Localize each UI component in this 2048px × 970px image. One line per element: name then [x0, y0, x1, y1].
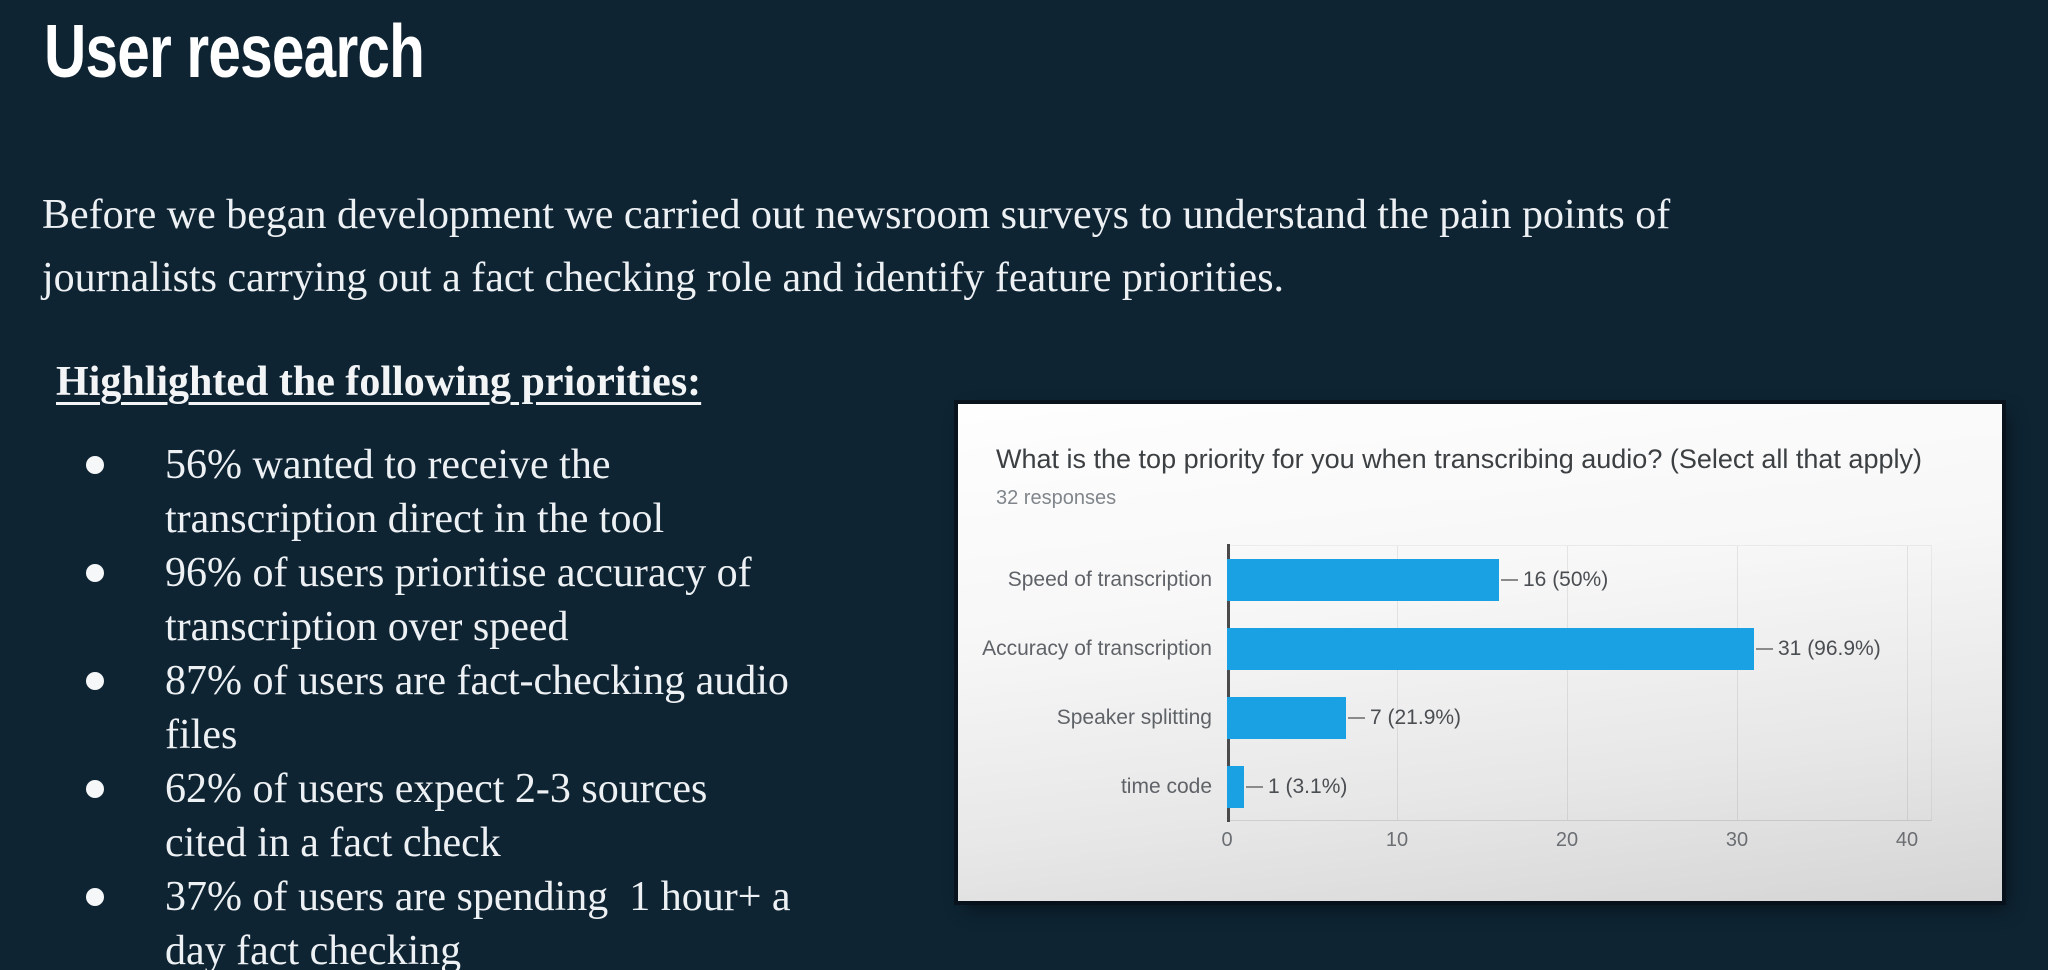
x-axis: 0 10 20 30 40 [1221, 829, 1932, 859]
bar-area: 1 (3.1%) [1227, 752, 1932, 821]
bullet-item: 87% of users are fact-checking audio fil… [0, 654, 950, 762]
x-tick-label: 40 [1895, 829, 1919, 851]
bar-value-label: 7 (21.9%) [1348, 706, 1461, 730]
bullet-item: 37% of users are spending 1 hour+ a day … [0, 870, 950, 970]
gridline-20 [1567, 546, 1568, 820]
page-title: User research [44, 9, 425, 93]
bar-value-label: 31 (96.9%) [1756, 637, 1881, 661]
leader-line [1756, 647, 1773, 650]
bullet-item: 62% of users expect 2-3 sources cited in… [0, 762, 950, 870]
x-tick-label: 30 [1725, 829, 1749, 851]
chart-title: What is the top priority for you when tr… [996, 444, 1922, 474]
bar [1227, 696, 1346, 739]
y-axis-line [1227, 544, 1230, 822]
bar-value-text: 1 (3.1%) [1268, 774, 1348, 798]
intro-paragraph: Before we began development we carried o… [42, 192, 1671, 301]
x-tick-label: 0 [1221, 829, 1233, 851]
chart-rows: Speed of transcription 16 (50%) Accuracy o… [972, 545, 1982, 821]
category-label: Speaker splitting [1056, 705, 1212, 729]
bar-value-label: 1 (3.1%) [1246, 775, 1347, 799]
category-label: Speed of transcription [1007, 567, 1212, 591]
bullet-text: 56% wanted to receive the transcription … [165, 442, 665, 542]
leader-line [1246, 785, 1263, 788]
bar-area: 16 (50%) [1227, 545, 1932, 614]
bar-area: 31 (96.9%) [1227, 614, 1932, 683]
chart-grid [1227, 544, 1932, 822]
bullet-text: 96% of users prioritise accuracy of tran… [165, 550, 752, 650]
chart-row: Speaker splitting 7 (21.9%) [972, 683, 1982, 752]
category-label: Accuracy of transcription [982, 636, 1212, 660]
chart-row: time code 1 (3.1%) [972, 752, 1982, 821]
priorities-bullet-list: 56% wanted to receive the transcription … [0, 438, 950, 970]
x-tick-label: 20 [1555, 829, 1579, 851]
bullet-item: 56% wanted to receive the transcription … [0, 438, 950, 546]
gridline-40 [1907, 546, 1908, 820]
x-tick-label: 10 [1385, 829, 1409, 851]
leader-line [1348, 716, 1365, 719]
bullet-dot-icon [86, 780, 104, 798]
bar-area: 7 (21.9%) [1227, 683, 1932, 752]
gridline-30 [1737, 546, 1738, 820]
bar-value-text: 16 (50%) [1523, 567, 1609, 591]
chart-row: Speed of transcription 16 (50%) [972, 545, 1982, 614]
bar-value-text: 31 (96.9%) [1778, 636, 1881, 660]
category-label: time code [1120, 774, 1212, 798]
bar [1227, 627, 1754, 670]
gridline-10 [1397, 546, 1398, 820]
priorities-heading: Highlighted the following priorities: [56, 359, 702, 405]
chart-row: Accuracy of transcription 31 (96.9%) [972, 614, 1982, 683]
bullet-text: 87% of users are fact-checking audio fil… [165, 658, 789, 758]
bullet-text: 62% of users expect 2-3 sources cited in… [165, 766, 708, 866]
bullet-dot-icon [86, 888, 104, 906]
chart-response-count: 32 responses [996, 487, 1117, 509]
survey-chart-panel: What is the top priority for you when tr… [958, 404, 2002, 901]
bullet-dot-icon [86, 672, 104, 690]
bar [1227, 558, 1499, 601]
leader-line [1501, 578, 1518, 581]
bullet-item: 96% of users prioritise accuracy of tran… [0, 546, 950, 654]
bar [1227, 765, 1244, 808]
bar-value-text: 7 (21.9%) [1370, 705, 1462, 729]
chart-body: Speed of transcription 16 (50%) Accuracy o… [972, 544, 1982, 853]
bar-value-label: 16 (50%) [1501, 568, 1608, 592]
bullet-dot-icon [86, 456, 104, 474]
bullet-text: 37% of users are spending 1 hour+ a day … [165, 874, 791, 970]
bullet-dot-icon [86, 564, 104, 582]
